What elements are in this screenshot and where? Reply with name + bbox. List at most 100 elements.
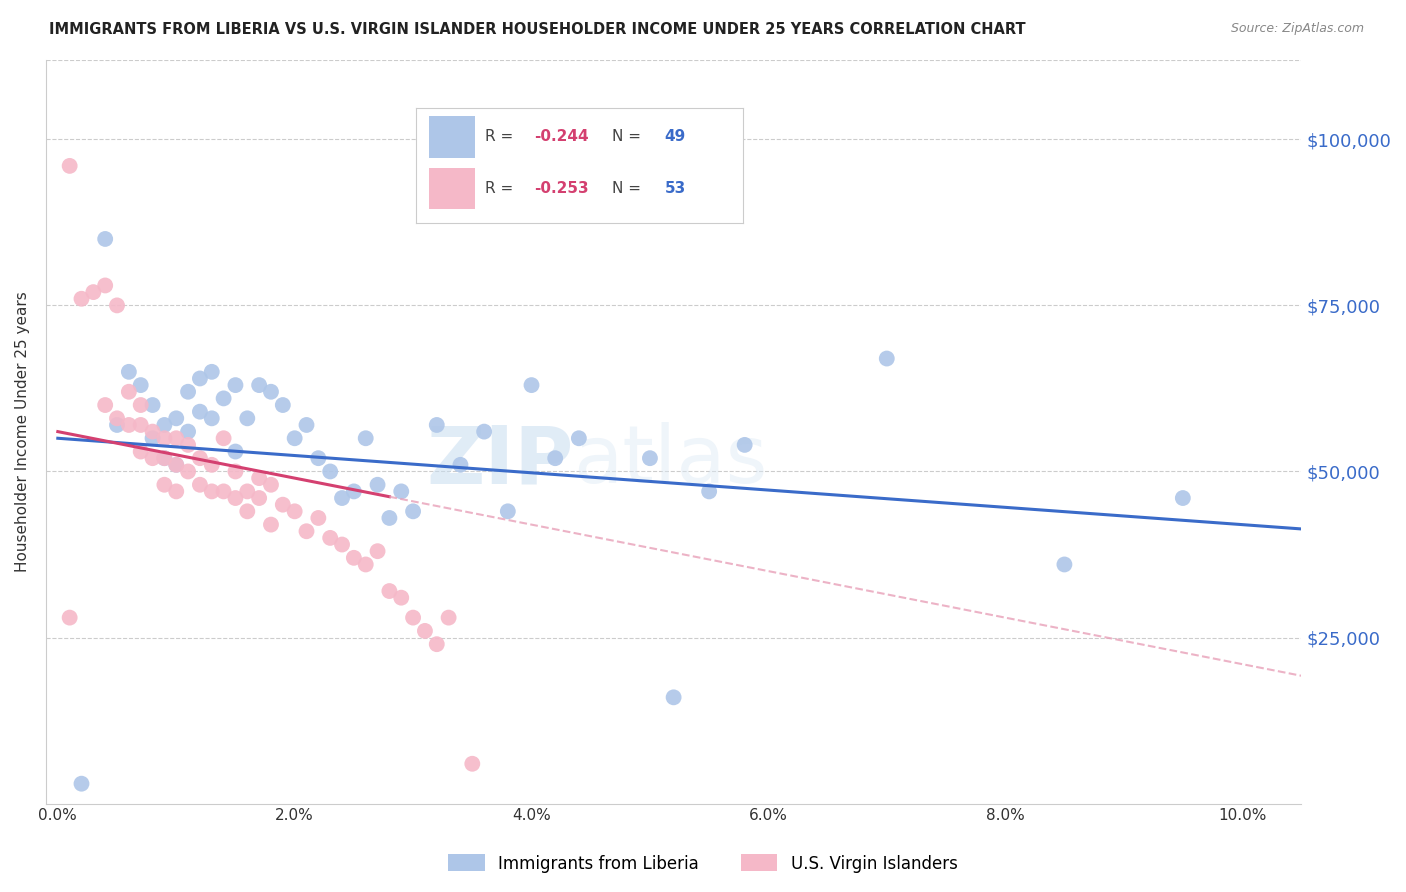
Point	[271, 498, 294, 512]
Point	[59, 610, 82, 624]
Point	[165, 431, 187, 445]
Point	[437, 610, 460, 624]
Point	[496, 504, 519, 518]
Point	[402, 610, 425, 624]
Point	[224, 378, 246, 392]
Point	[697, 484, 720, 499]
Point	[330, 491, 353, 505]
Point	[177, 465, 200, 479]
Point	[118, 365, 141, 379]
Point	[129, 417, 152, 432]
Point	[118, 417, 141, 432]
Point	[212, 392, 235, 406]
Point	[247, 378, 270, 392]
Point	[876, 351, 898, 366]
Point	[118, 384, 141, 399]
Point	[105, 298, 128, 312]
Point	[94, 398, 117, 412]
Point	[82, 285, 104, 299]
Legend: Immigrants from Liberia, U.S. Virgin Islanders: Immigrants from Liberia, U.S. Virgin Isl…	[441, 847, 965, 880]
Point	[1171, 491, 1194, 505]
Point	[224, 491, 246, 505]
Point	[165, 484, 187, 499]
Point	[367, 477, 389, 491]
Point	[734, 438, 756, 452]
Point	[94, 232, 117, 246]
Point	[343, 484, 366, 499]
Point	[307, 511, 329, 525]
Point	[367, 544, 389, 558]
Point	[568, 431, 591, 445]
Point	[212, 484, 235, 499]
Point	[236, 411, 259, 425]
Point	[165, 458, 187, 472]
Point	[413, 624, 436, 638]
Point	[472, 425, 495, 439]
Point	[153, 431, 176, 445]
Point	[284, 504, 307, 518]
Point	[177, 438, 200, 452]
Point	[142, 451, 165, 466]
Point	[319, 465, 342, 479]
Point	[260, 477, 283, 491]
Point	[402, 504, 425, 518]
Point	[426, 637, 449, 651]
Point	[201, 484, 224, 499]
Point	[70, 777, 93, 791]
Point	[426, 417, 449, 432]
Point	[165, 411, 187, 425]
Point	[284, 431, 307, 445]
Point	[94, 278, 117, 293]
Point	[188, 451, 211, 466]
Point	[129, 444, 152, 458]
Point	[236, 484, 259, 499]
Point	[389, 484, 412, 499]
Point	[295, 417, 318, 432]
Point	[544, 451, 567, 466]
Text: IMMIGRANTS FROM LIBERIA VS U.S. VIRGIN ISLANDER HOUSEHOLDER INCOME UNDER 25 YEAR: IMMIGRANTS FROM LIBERIA VS U.S. VIRGIN I…	[49, 22, 1026, 37]
Point	[188, 477, 211, 491]
Point	[212, 431, 235, 445]
Point	[461, 756, 484, 771]
Point	[378, 511, 401, 525]
Point	[142, 398, 165, 412]
Point	[247, 491, 270, 505]
Point	[260, 384, 283, 399]
Point	[129, 398, 152, 412]
Text: ZIP: ZIP	[426, 423, 574, 500]
Point	[343, 550, 366, 565]
Point	[153, 477, 176, 491]
Point	[153, 451, 176, 466]
Point	[236, 504, 259, 518]
Point	[354, 558, 377, 572]
Point	[638, 451, 661, 466]
Point	[153, 451, 176, 466]
Point	[224, 465, 246, 479]
Point	[389, 591, 412, 605]
Point	[378, 584, 401, 599]
Point	[142, 425, 165, 439]
Point	[105, 411, 128, 425]
Point	[188, 371, 211, 385]
Text: atlas: atlas	[574, 423, 768, 500]
Point	[520, 378, 543, 392]
Point	[1053, 558, 1076, 572]
Point	[319, 531, 342, 545]
Point	[662, 690, 685, 705]
Point	[142, 431, 165, 445]
Point	[295, 524, 318, 539]
Point	[260, 517, 283, 532]
Point	[307, 451, 329, 466]
Point	[449, 458, 471, 472]
Point	[271, 398, 294, 412]
Point	[201, 365, 224, 379]
Point	[105, 417, 128, 432]
Point	[188, 405, 211, 419]
Point	[201, 411, 224, 425]
Point	[165, 458, 187, 472]
Point	[177, 384, 200, 399]
Point	[224, 444, 246, 458]
Point	[59, 159, 82, 173]
Y-axis label: Householder Income Under 25 years: Householder Income Under 25 years	[15, 291, 30, 572]
Point	[129, 378, 152, 392]
